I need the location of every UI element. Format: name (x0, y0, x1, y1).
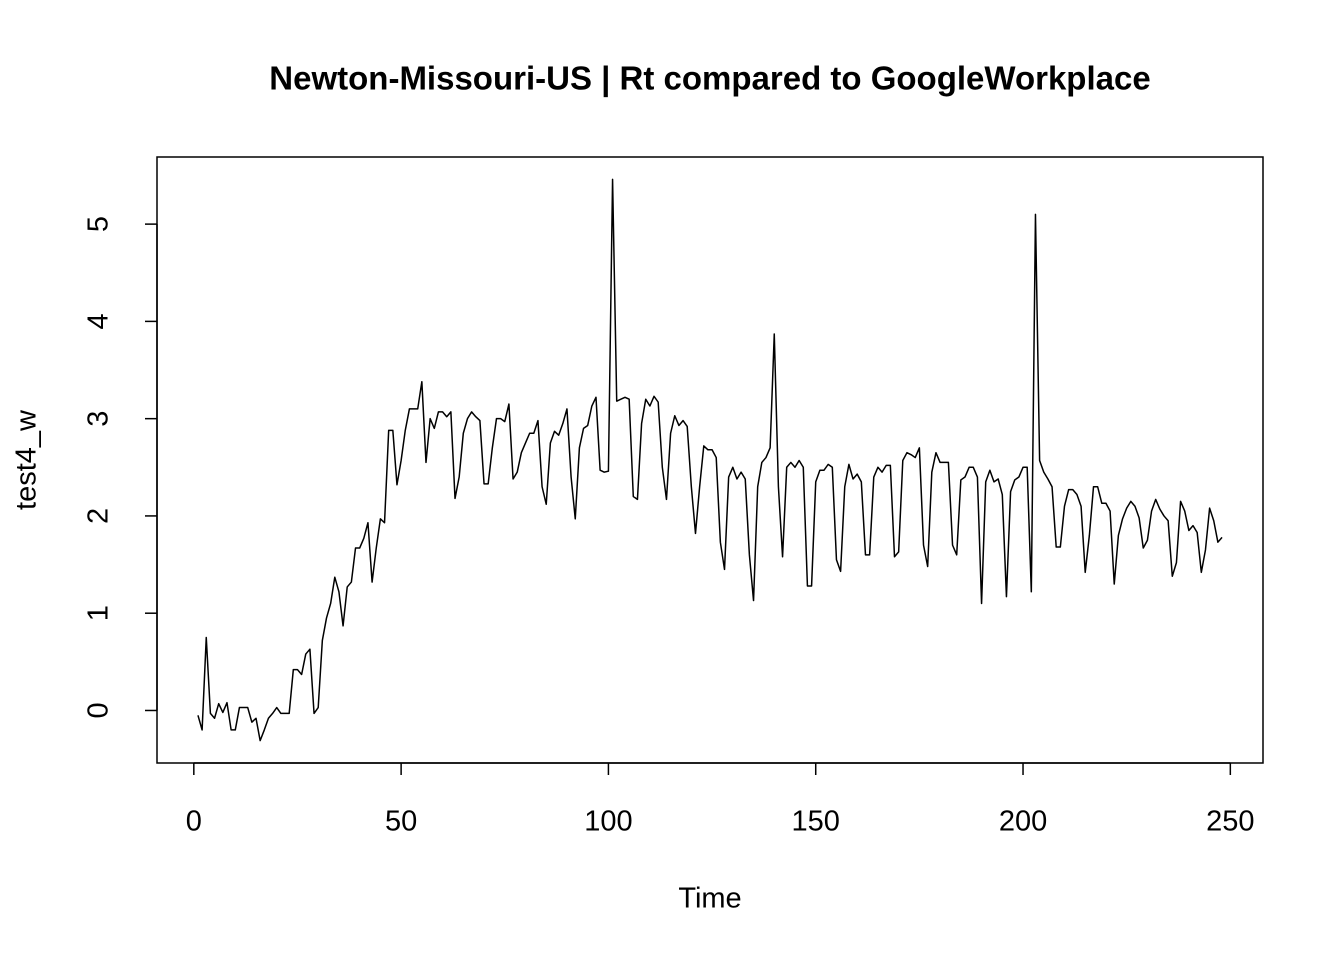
x-tick-label: 150 (792, 806, 840, 838)
x-tick-label: 50 (385, 806, 417, 838)
y-tick-label: 3 (83, 411, 115, 427)
x-tick-label: 100 (584, 806, 632, 838)
x-tick-label: 0 (186, 806, 202, 838)
y-tick-label: 0 (83, 702, 115, 718)
y-axis-label: test4_w (11, 409, 43, 510)
y-tick-label: 4 (83, 313, 115, 329)
data-line (197, 178, 1223, 742)
chart-title: Newton-Missouri-US | Rt compared to Goog… (269, 60, 1150, 97)
x-tick-label: 250 (1206, 806, 1254, 838)
y-tick-label: 5 (83, 216, 115, 232)
y-tick-label: 1 (83, 605, 115, 621)
x-tick-label: 200 (999, 806, 1047, 838)
x-axis-label: Time (678, 883, 741, 915)
plot-frame (156, 156, 1264, 764)
y-tick-label: 2 (83, 508, 115, 524)
